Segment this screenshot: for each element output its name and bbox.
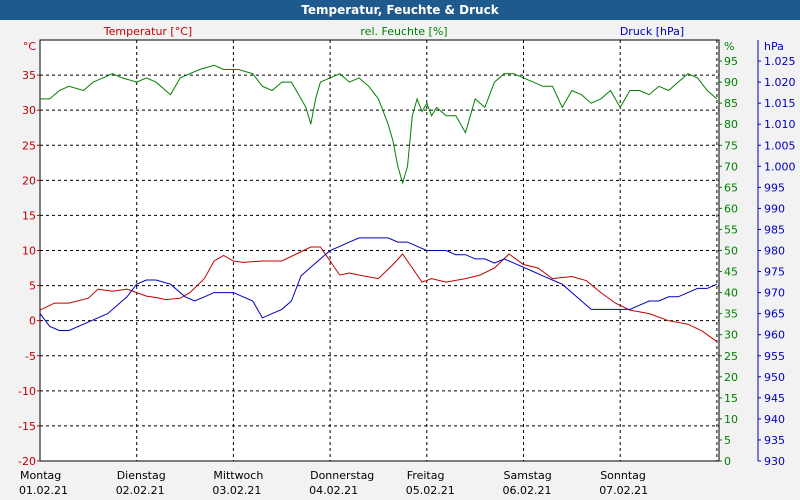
temperature-legend-label: Temperatur [°C]	[103, 25, 192, 38]
humidity-tick-label: 70	[724, 160, 738, 173]
temperature-tick-label: 15	[22, 209, 36, 222]
pressure-tick-label: 950	[764, 371, 785, 384]
x-day-label: Dienstag	[117, 469, 166, 482]
humidity-tick-label: 40	[724, 287, 738, 300]
x-day-label: Montag	[20, 469, 61, 482]
humidity-tick-label: 0	[724, 455, 731, 468]
humidity-tick-label: 75	[724, 139, 738, 152]
pressure-tick-label: 960	[764, 329, 785, 342]
temperature-tick-label: 30	[22, 104, 36, 117]
x-date-label: 05.02.21	[406, 484, 455, 497]
x-date-label: 03.02.21	[212, 484, 261, 497]
pressure-tick-label: 1.015	[764, 97, 796, 110]
humidity-series-line	[40, 64, 718, 185]
x-day-label: Donnerstag	[310, 469, 374, 482]
humidity-tick-label: 95	[724, 55, 738, 68]
pressure-tick-label: 940	[764, 413, 785, 426]
temperature-tick-label: 25	[22, 139, 36, 152]
humidity-tick-label: 20	[724, 371, 738, 384]
x-day-label: Samstag	[504, 469, 552, 482]
humidity-legend-label: rel. Feuchte [%]	[360, 25, 447, 38]
x-date-label: 06.02.21	[503, 484, 552, 497]
x-date-label: 02.02.21	[116, 484, 165, 497]
temperature-tick-label: 20	[22, 174, 36, 187]
pressure-tick-label: 980	[764, 245, 785, 258]
pressure-legend-label: Druck [hPa]	[620, 25, 684, 38]
x-date-label: 01.02.21	[19, 484, 68, 497]
humidity-tick-label: 60	[724, 202, 738, 215]
pressure-tick-label: 935	[764, 434, 785, 447]
humidity-tick-label: 50	[724, 245, 738, 258]
x-date-label: 07.02.21	[599, 484, 648, 497]
temperature-series-line	[39, 246, 718, 343]
pressure-tick-label: 1.000	[764, 160, 796, 173]
pressure-series-line	[39, 237, 718, 331]
x-date-label: 04.02.21	[309, 484, 358, 497]
pressure-tick-label: 1.020	[764, 76, 796, 89]
temperature-tick-label: 10	[22, 245, 36, 258]
humidity-tick-label: 30	[724, 329, 738, 342]
humidity-tick-label: 85	[724, 97, 738, 110]
pressure-unit-label: hPa	[764, 40, 784, 53]
pressure-tick-label: 965	[764, 308, 785, 321]
humidity-unit-label: %	[724, 40, 734, 53]
humidity-tick-label: 65	[724, 181, 738, 194]
temperature-tick-label: -5	[25, 350, 36, 363]
humidity-tick-label: 45	[724, 266, 738, 279]
pressure-tick-label: 985	[764, 223, 785, 236]
temperature-tick-label: 35	[22, 69, 36, 82]
x-day-label: Sonntag	[600, 469, 646, 482]
humidity-tick-label: 55	[724, 223, 738, 236]
chart-title: Temperatur, Feuchte & Druck	[0, 0, 800, 20]
temperature-tick-label: -10	[18, 385, 36, 398]
pressure-tick-label: 945	[764, 392, 785, 405]
pressure-tick-label: 955	[764, 350, 785, 363]
x-day-label: Freitag	[407, 469, 445, 482]
pressure-tick-label: 930	[764, 455, 785, 468]
humidity-tick-label: 15	[724, 392, 738, 405]
temperature-unit-label: °C	[23, 40, 37, 53]
humidity-tick-label: 10	[724, 413, 738, 426]
pressure-tick-label: 990	[764, 202, 785, 215]
humidity-tick-label: 5	[724, 434, 731, 447]
x-day-label: Mittwoch	[213, 469, 263, 482]
humidity-tick-label: 80	[724, 118, 738, 131]
pressure-tick-label: 1.025	[764, 55, 796, 68]
humidity-tick-label: 90	[724, 76, 738, 89]
pressure-tick-label: 975	[764, 266, 785, 279]
humidity-tick-label: 25	[724, 350, 738, 363]
pressure-tick-label: 970	[764, 287, 785, 300]
pressure-tick-label: 995	[764, 181, 785, 194]
pressure-tick-label: 1.010	[764, 118, 796, 131]
temperature-tick-label: -15	[18, 420, 36, 433]
pressure-tick-label: 1.005	[764, 139, 796, 152]
temperature-tick-label: 5	[29, 280, 36, 293]
temperature-tick-label: 0	[29, 315, 36, 328]
temperature-tick-label: -20	[18, 455, 36, 468]
humidity-tick-label: 35	[724, 308, 738, 321]
